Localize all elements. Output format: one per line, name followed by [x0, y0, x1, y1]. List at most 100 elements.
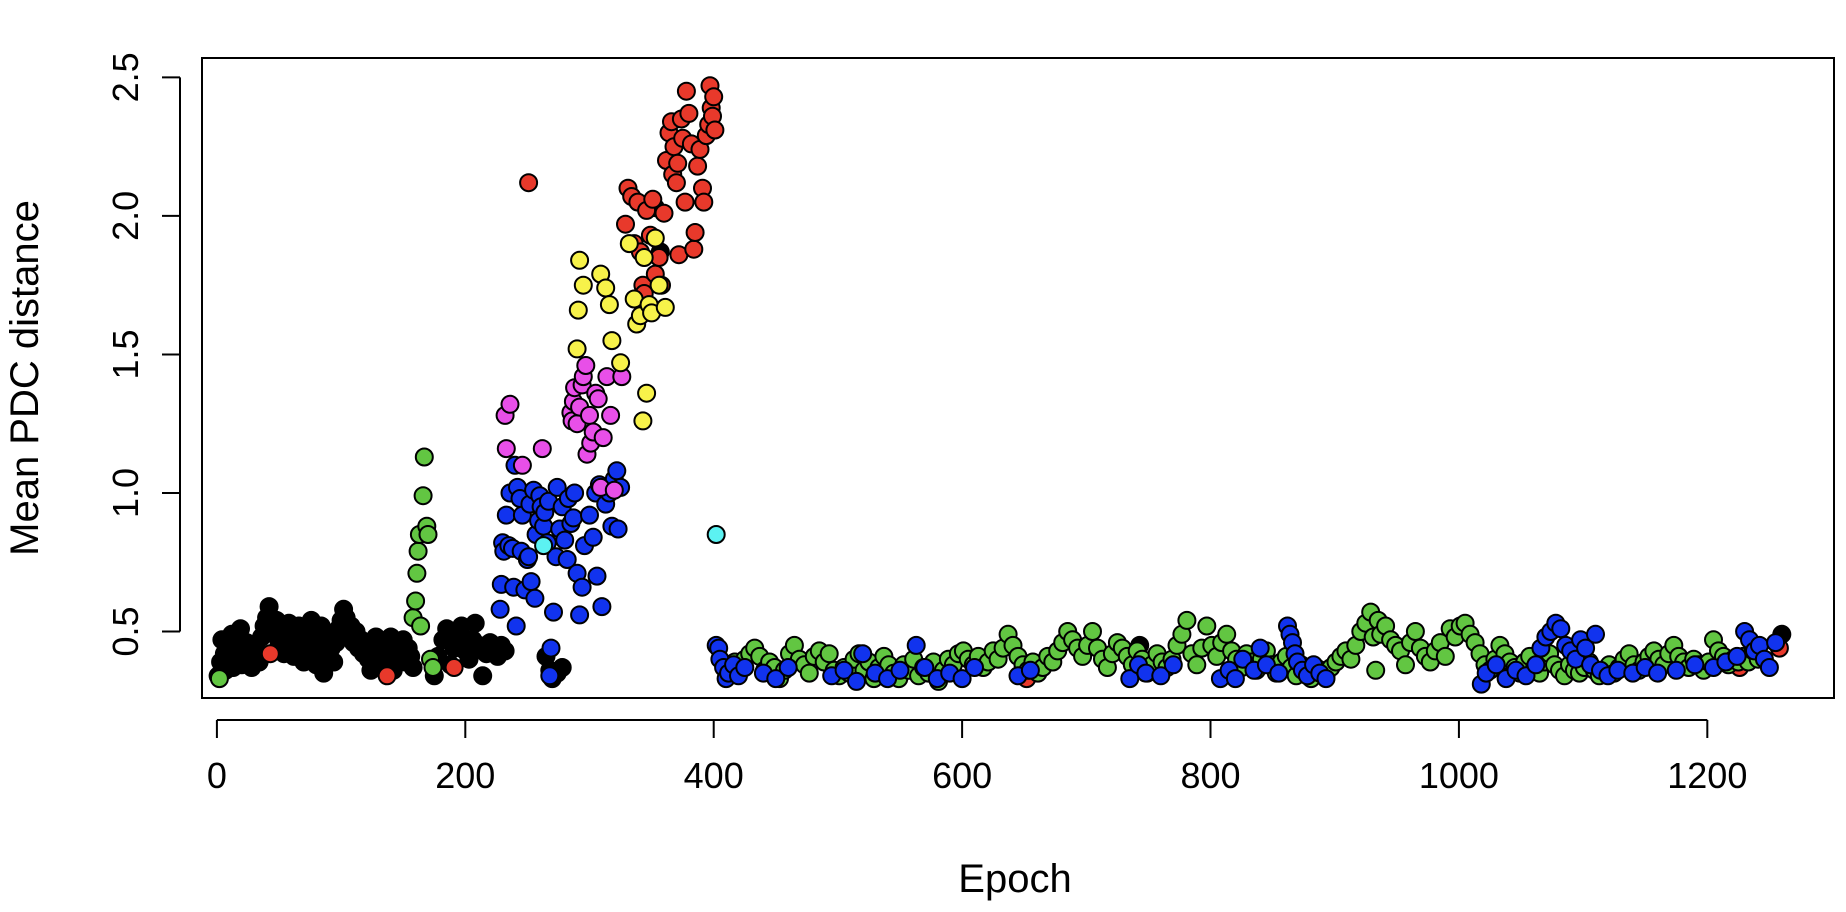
data-point	[495, 641, 515, 661]
data-point	[209, 669, 229, 689]
data-point	[596, 278, 616, 298]
y-tick-label: 1.5	[105, 329, 146, 379]
data-point	[799, 663, 819, 683]
series-magenta	[495, 356, 632, 500]
y-tick-label: 1.0	[105, 468, 146, 518]
data-point	[834, 660, 854, 680]
data-point	[580, 505, 599, 525]
data-point	[1586, 624, 1605, 644]
data-point	[637, 383, 657, 403]
data-point	[588, 389, 608, 409]
data-point	[1151, 666, 1171, 686]
data-point	[676, 81, 696, 101]
data-point	[634, 248, 654, 267]
data-point	[565, 483, 585, 503]
data-point	[377, 666, 397, 686]
data-point	[1083, 622, 1102, 641]
data-point	[679, 103, 699, 123]
x-axis: 0 200 400 600 800 1000 1200	[207, 719, 1747, 796]
x-tick-label: 800	[1180, 755, 1240, 796]
data-point	[1435, 646, 1455, 666]
data-point	[547, 477, 567, 497]
data-point	[408, 541, 428, 561]
x-tick-label: 0	[207, 755, 227, 796]
data-point	[555, 530, 575, 550]
data-point	[506, 616, 526, 636]
series-blue	[490, 455, 1786, 694]
series-yellow	[567, 228, 675, 431]
data-point	[418, 525, 438, 544]
data-point	[847, 671, 866, 691]
data-point	[1187, 655, 1207, 675]
data-point	[413, 486, 433, 506]
data-point	[576, 356, 596, 375]
data-point	[853, 644, 873, 664]
data-point	[563, 508, 583, 528]
data-point	[1576, 638, 1596, 658]
data-point	[1405, 622, 1425, 641]
data-point	[1666, 660, 1686, 680]
data-point	[444, 658, 464, 677]
data-point	[573, 275, 593, 295]
x-tick-label: 400	[684, 755, 744, 796]
data-point	[406, 591, 426, 611]
data-point	[1197, 616, 1217, 636]
x-tick-label: 600	[932, 755, 992, 796]
data-point	[705, 120, 725, 140]
data-point	[685, 223, 705, 242]
data-point	[1366, 660, 1386, 680]
data-point	[580, 405, 599, 425]
series-black	[208, 198, 1792, 689]
data-point	[540, 666, 560, 686]
data-point	[407, 563, 427, 583]
data-point	[414, 447, 434, 467]
data-point	[608, 519, 628, 539]
data-point	[587, 566, 607, 586]
data-point	[688, 156, 708, 176]
data-point	[655, 297, 675, 317]
data-point	[643, 189, 663, 209]
data-point	[260, 644, 280, 664]
data-point	[525, 588, 545, 608]
data-point	[778, 658, 798, 677]
data-point	[607, 461, 627, 481]
y-tick-label: 2.0	[105, 191, 146, 241]
data-point	[570, 605, 590, 625]
data-point	[1233, 649, 1253, 669]
data-point	[684, 239, 704, 259]
data-point	[766, 669, 786, 689]
data-point	[583, 527, 603, 547]
data-point	[654, 203, 674, 223]
data-point	[1766, 633, 1786, 653]
data-point	[616, 214, 635, 234]
data-point	[519, 173, 539, 193]
data-point	[1396, 655, 1415, 675]
data-point	[512, 455, 532, 475]
data-point	[1759, 658, 1779, 677]
series-red	[260, 76, 1789, 689]
data-point	[490, 599, 510, 619]
data-point	[459, 649, 479, 669]
data-point	[521, 572, 541, 592]
data-point	[572, 577, 592, 597]
y-tick-label: 2.5	[105, 52, 146, 102]
data-point	[1177, 610, 1197, 630]
data-point	[592, 597, 612, 617]
data-point	[890, 660, 910, 680]
data-point	[473, 666, 493, 686]
data-point	[557, 550, 577, 569]
series-cyan	[534, 525, 726, 556]
data-point	[599, 295, 619, 315]
x-tick-label: 200	[435, 755, 495, 796]
data-point	[1648, 663, 1668, 683]
data-point	[324, 652, 344, 672]
data-point	[1526, 655, 1546, 675]
data-point	[645, 228, 665, 248]
data-point	[1020, 660, 1040, 680]
data-point	[649, 275, 669, 295]
x-tick-label: 1000	[1419, 755, 1499, 796]
data-point	[411, 616, 431, 636]
data-point	[544, 602, 563, 622]
data-point	[1685, 655, 1705, 675]
